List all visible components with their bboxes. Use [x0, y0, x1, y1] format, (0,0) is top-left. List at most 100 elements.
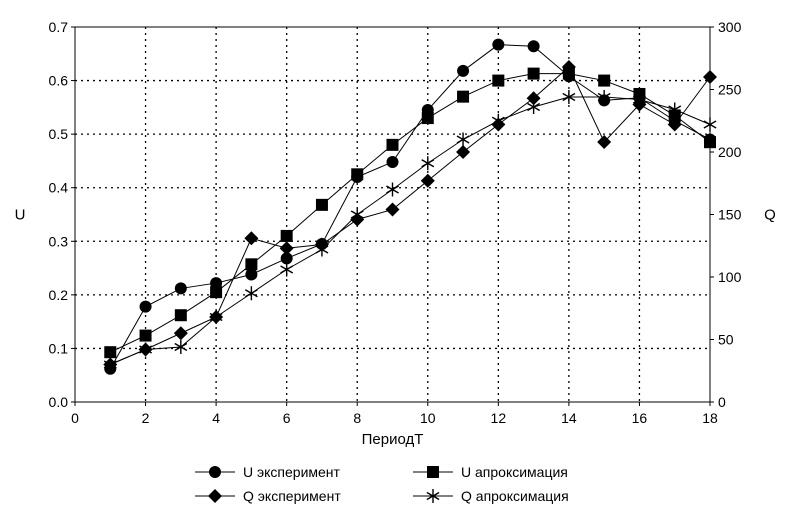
legend-marker [427, 466, 439, 478]
y-tick-label-right: 150 [718, 207, 742, 223]
data-point [279, 241, 294, 256]
data-point [280, 262, 294, 277]
data-point [386, 156, 399, 168]
x-axis-title: ПериодТ [362, 431, 424, 448]
series-line [109, 44, 711, 370]
data-point [457, 90, 470, 103]
data-point [385, 202, 400, 217]
y-tick-label-left: 0.5 [49, 126, 69, 142]
data-point [139, 300, 152, 313]
data-point [139, 342, 152, 357]
legend-marker [209, 466, 221, 478]
legend-item-q-experiment: Q эксперимент [195, 488, 341, 504]
legend-item-u-approximation: U апроксимация [413, 464, 568, 480]
data-point [526, 91, 541, 106]
data-point [210, 277, 223, 290]
y-tick-label-left: 0.7 [49, 19, 69, 35]
x-tick-label: 18 [702, 410, 718, 426]
data-point [350, 207, 364, 222]
data-point [174, 282, 187, 295]
data-point [210, 286, 223, 299]
x-tick-label: 12 [491, 410, 507, 426]
data-point [597, 90, 611, 104]
data-point [244, 231, 259, 246]
x-tick-label: 4 [212, 410, 220, 426]
series-line [110, 66, 711, 365]
legend: U эксперимент U апроксимация Q экспериме… [195, 464, 569, 504]
data-point [492, 38, 505, 51]
x-tick-label: 6 [283, 410, 291, 426]
data-point [598, 74, 611, 87]
data-point [245, 258, 258, 271]
data-point [703, 117, 717, 132]
data-point [420, 173, 435, 188]
data-point [174, 309, 187, 322]
data-point [597, 135, 612, 149]
y-tick-label-right: 50 [718, 332, 734, 348]
legend-marker [208, 489, 222, 503]
data-point [351, 168, 364, 181]
data-point [704, 136, 716, 149]
data-point [244, 286, 258, 301]
y-tick-label-left: 0.6 [49, 73, 69, 89]
plot-frame [74, 26, 711, 403]
series-q-approximation [103, 90, 717, 372]
x-tick-label: 10 [420, 410, 436, 426]
data-point [456, 132, 470, 147]
data-point [209, 310, 223, 324]
data-point [421, 112, 434, 125]
data-point [457, 64, 470, 77]
y-tick-label-right: 250 [718, 82, 742, 98]
data-point [315, 242, 329, 257]
data-point [280, 252, 293, 265]
data-point [527, 100, 541, 114]
data-point [386, 138, 399, 151]
data-point [561, 60, 576, 74]
x-tick-label: 0 [71, 410, 79, 426]
data-point [527, 67, 540, 80]
series-line [110, 73, 711, 353]
series-q-experiment [103, 60, 717, 372]
data-point [633, 92, 646, 107]
data-point [104, 346, 117, 359]
y-axis-title-right: Q [764, 207, 776, 224]
data-point [245, 268, 258, 281]
y-tick-label-right: 100 [718, 269, 742, 285]
data-point [527, 40, 540, 53]
x-tick-label: 8 [353, 410, 361, 426]
y-tick-label-left: 0.3 [49, 233, 69, 249]
series-layer [103, 38, 717, 375]
data-point [315, 198, 328, 211]
data-point [280, 229, 293, 242]
y-tick-label-right: 200 [718, 144, 742, 160]
y-tick-label-right: 0 [718, 394, 726, 410]
legend-label: Q апроксимация [461, 488, 569, 504]
x-tick-label: 2 [142, 410, 150, 426]
data-point [456, 145, 471, 159]
data-point [668, 102, 682, 117]
x-tick-label: 14 [561, 410, 577, 426]
data-point [667, 117, 682, 132]
series-u-approximation [104, 67, 716, 359]
data-point [174, 340, 188, 354]
data-point [562, 90, 576, 104]
legend-label: Q эксперимент [243, 488, 341, 504]
y-axis-title-left: U [15, 207, 26, 224]
x-tick-label: 16 [632, 410, 648, 426]
data-point [421, 156, 435, 171]
data-point [103, 357, 117, 372]
data-point [703, 70, 717, 84]
legend-item-q-approximation: Q апроксимация [413, 488, 569, 504]
series-line [110, 96, 711, 365]
axes-layer: 0 2 4 6 8 10 12 14 16 18 0.0 0.1 0.2 0.3 0.4 0.5 0.6 0.7 0… [49, 19, 742, 426]
y-tick-label-left: 0.4 [49, 180, 69, 196]
data-point [139, 329, 152, 342]
data-point [386, 182, 399, 197]
series-u-experiment [104, 38, 716, 375]
data-point [491, 113, 505, 128]
data-point [173, 326, 188, 341]
y-tick-label-right: 300 [718, 19, 742, 35]
legend-item-u-experiment: U эксперимент [195, 464, 341, 480]
data-point [492, 74, 505, 87]
